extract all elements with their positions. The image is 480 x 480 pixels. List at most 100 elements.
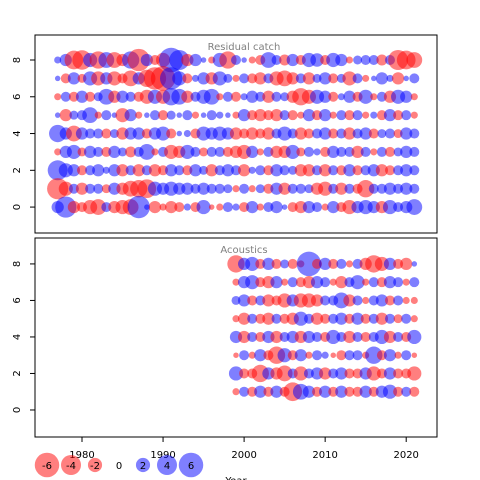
bubble: [376, 110, 387, 121]
bubble: [343, 164, 356, 177]
bubble: [352, 73, 363, 84]
panel-title: Residual catch: [208, 42, 281, 53]
bubble: [199, 147, 209, 157]
y-tick-label: 0: [12, 407, 23, 413]
bubble: [400, 164, 413, 177]
bubble: [375, 164, 389, 177]
bubble: [400, 90, 413, 103]
bubble: [216, 111, 224, 119]
bubble: [384, 165, 395, 176]
bubble: [231, 165, 241, 176]
bubble: [83, 145, 97, 159]
bubble: [335, 312, 348, 325]
bubble: [409, 146, 420, 157]
bubble: [67, 164, 81, 177]
bubble: [200, 112, 207, 118]
bubble: [271, 313, 282, 324]
bubble: [277, 348, 292, 363]
bubble: [69, 110, 79, 120]
bubble: [320, 277, 331, 288]
bubble: [68, 183, 79, 194]
bubble: [200, 57, 207, 63]
bubble: [312, 73, 322, 83]
bubble: [376, 54, 388, 66]
bubble: [189, 164, 202, 177]
bubble: [116, 90, 129, 103]
bubble: [362, 278, 370, 286]
bubble: [303, 146, 314, 157]
bubble: [93, 146, 104, 157]
bubble: [393, 331, 404, 342]
bubble: [402, 296, 410, 304]
bubble: [232, 203, 240, 211]
bubble: [393, 386, 404, 397]
bubble: [254, 349, 267, 362]
bubble: [368, 55, 379, 66]
bubble: [319, 257, 332, 271]
bubble: [393, 183, 404, 194]
bubble: [344, 313, 355, 324]
bubble: [352, 350, 363, 361]
bubble: [329, 111, 337, 119]
bubble: [328, 91, 339, 102]
bubble: [247, 331, 258, 342]
bubble: [77, 165, 88, 176]
bubble: [54, 148, 62, 156]
bubble: [158, 110, 169, 121]
bubble: [232, 315, 240, 323]
bubble: [256, 203, 264, 211]
bubble: [208, 204, 215, 210]
bubble: [182, 73, 193, 84]
bubble: [351, 145, 364, 159]
bubble: [336, 128, 347, 139]
bubble: [159, 203, 167, 211]
bubble: [409, 183, 420, 194]
bubble: [320, 295, 331, 306]
bubble: [279, 331, 290, 342]
bubble: [107, 71, 122, 86]
legend-label: -2: [90, 461, 100, 472]
bubble: [190, 183, 201, 194]
bubble: [237, 294, 251, 307]
bubble: [229, 127, 243, 140]
bubble: [255, 91, 266, 102]
bubble: [360, 165, 371, 176]
bubble: [75, 127, 89, 140]
bubble: [85, 91, 96, 102]
bubble: [302, 385, 316, 398]
bubble: [310, 312, 324, 325]
bubble: [214, 183, 225, 194]
bubble: [350, 275, 365, 290]
bubble: [231, 295, 241, 305]
bubble: [176, 130, 183, 137]
bubble: [54, 56, 62, 64]
legend-label: -6: [42, 461, 52, 472]
bubble: [400, 182, 413, 195]
bubble: [401, 350, 412, 361]
legend-bubble: [34, 452, 60, 478]
bubble: [270, 330, 283, 344]
bubble: [312, 350, 323, 361]
bubble: [400, 127, 413, 140]
bubble: [151, 148, 159, 156]
bubble: [278, 182, 291, 195]
bubble: [182, 165, 193, 176]
bubble: [319, 109, 332, 122]
bubble: [409, 386, 420, 397]
bubble: [270, 385, 283, 398]
bubble: [368, 313, 379, 324]
bubble: [383, 349, 397, 362]
bubble: [255, 258, 266, 269]
bubble: [376, 91, 387, 102]
bubble: [219, 51, 237, 69]
panel-frame: [34, 237, 438, 438]
bubble: [319, 385, 332, 398]
bubble: [85, 128, 96, 139]
bubble: [319, 164, 332, 177]
y-tick-label: 4: [12, 130, 23, 136]
bubble: [239, 202, 250, 213]
bubble: [196, 200, 211, 215]
bubble: [85, 165, 96, 176]
bubble: [183, 203, 191, 211]
bubble: [276, 365, 293, 382]
